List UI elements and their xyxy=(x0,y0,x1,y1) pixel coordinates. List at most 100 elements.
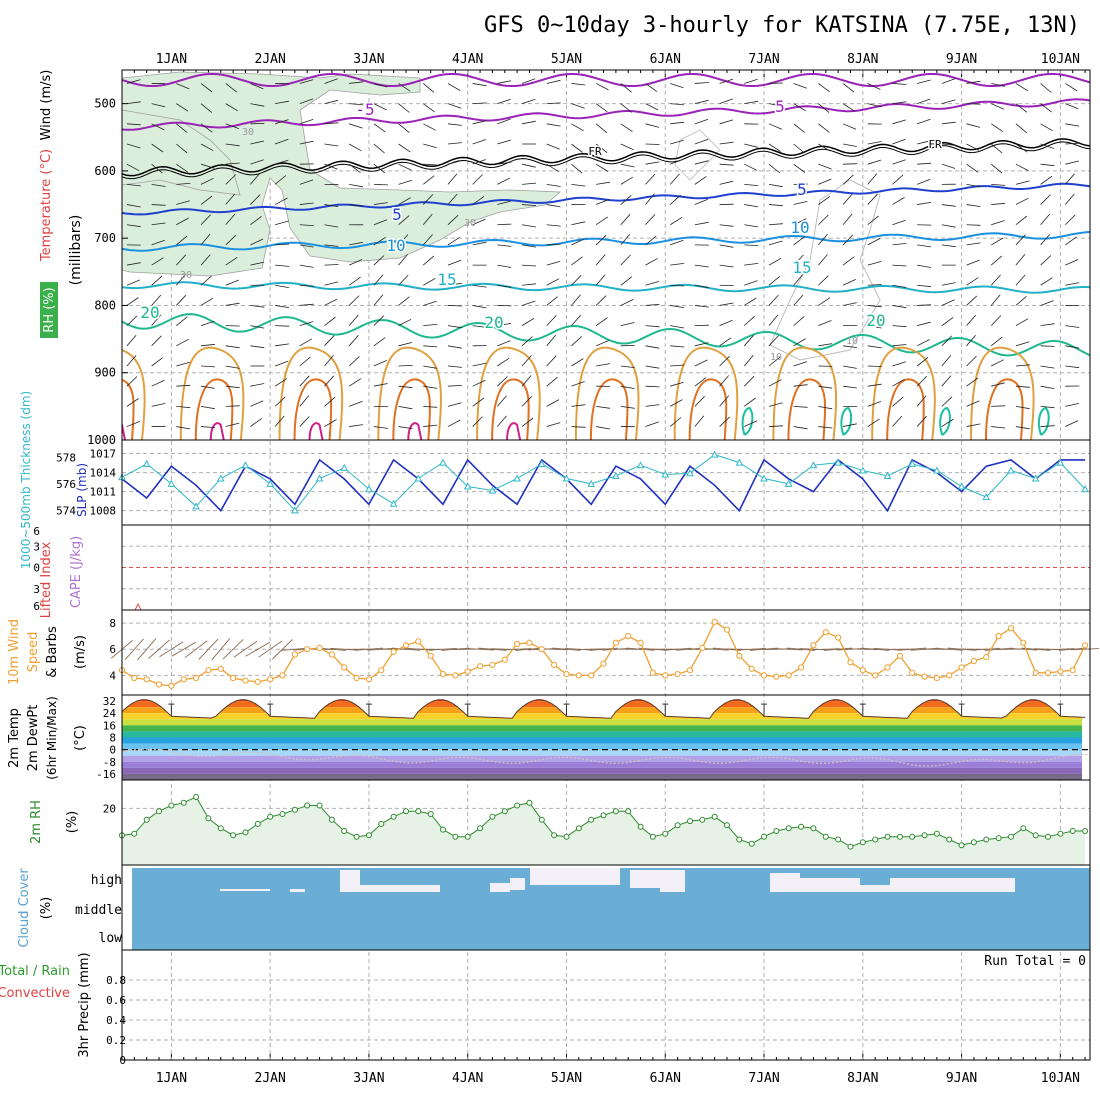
rh2m-marker xyxy=(217,825,224,832)
rh2m-marker xyxy=(983,836,990,843)
wind10m-barb xyxy=(515,647,544,651)
rh2m-marker xyxy=(501,808,508,815)
wind10m-barb xyxy=(1058,647,1087,651)
wind10m-marker xyxy=(1007,625,1015,632)
isotherm-25 xyxy=(377,346,442,440)
wind-barb xyxy=(250,194,261,205)
wind-barb xyxy=(1065,142,1080,145)
wind-barb xyxy=(768,425,784,427)
wind-barb xyxy=(892,174,904,185)
wind-barb xyxy=(768,379,782,387)
wind-barb xyxy=(571,256,583,266)
wind10m-marker xyxy=(637,639,644,646)
wind10m-barb xyxy=(861,647,890,651)
wind10m-barb xyxy=(171,641,197,657)
x-tick-label-top: 9JAN xyxy=(946,52,977,67)
wind-barb xyxy=(497,98,511,105)
rh2m-marker xyxy=(242,829,249,836)
wind-barb xyxy=(990,163,1003,174)
wind-barb xyxy=(324,355,334,367)
wind-barb xyxy=(596,405,611,409)
wind-barb xyxy=(373,163,386,174)
wind-barb xyxy=(126,101,141,105)
thickness-marker xyxy=(661,470,670,478)
wind-barb xyxy=(1040,234,1051,246)
wind-barb xyxy=(176,316,188,326)
wind-barb xyxy=(497,264,512,268)
wind-barb xyxy=(275,343,290,347)
li-tick-label: 0 xyxy=(33,562,40,575)
wind-barb xyxy=(373,123,386,133)
thickness-marker xyxy=(908,459,917,467)
thickness-marker xyxy=(513,474,521,482)
wind-barb xyxy=(176,163,189,173)
wind10m-marker xyxy=(588,672,595,679)
wind-barb xyxy=(966,183,981,188)
wind10m-barb xyxy=(577,648,606,651)
wind-barb xyxy=(991,237,1004,246)
wind-barb xyxy=(250,215,262,226)
y-label-rh: RH (%) xyxy=(42,287,57,332)
wind10m-marker xyxy=(1032,669,1039,676)
rh2m-marker xyxy=(649,833,656,840)
rh2m-marker xyxy=(205,815,212,822)
wind-barb xyxy=(546,183,561,187)
wind-barb xyxy=(324,396,336,407)
wind-barb xyxy=(842,193,853,205)
wind10m-marker xyxy=(612,639,620,646)
panel-frames xyxy=(121,69,1091,1061)
wind-barb xyxy=(917,79,931,84)
rh2m-marker xyxy=(526,799,533,806)
rh2m-marker xyxy=(674,822,681,829)
x-tick-label-bottom: 6JAN xyxy=(650,1071,681,1086)
wind-barb xyxy=(818,196,831,205)
temp-tick-label: -16 xyxy=(96,768,116,781)
wind-barb xyxy=(447,325,462,329)
wind10m-barb xyxy=(552,647,581,651)
wind-barb xyxy=(670,159,684,165)
wind-barb xyxy=(843,385,857,389)
wind-barb xyxy=(299,140,314,145)
wind-barb xyxy=(299,224,314,226)
wind-barb xyxy=(348,356,360,367)
wind-barb xyxy=(1040,123,1053,132)
wind-barb xyxy=(669,173,680,185)
wind10m-marker xyxy=(155,681,163,688)
rh2m-marker xyxy=(600,812,607,819)
wind-barb xyxy=(694,264,709,268)
wind-barb xyxy=(546,355,557,367)
wind-barb xyxy=(398,274,409,286)
wind-barb xyxy=(990,143,1003,154)
wind10m-marker xyxy=(847,659,854,666)
wind-barb xyxy=(793,254,804,266)
wind-barb xyxy=(176,294,187,306)
dewpoint-contour xyxy=(741,406,754,436)
cloud-gap xyxy=(490,883,510,892)
wind-barb xyxy=(250,418,263,427)
wind-barb xyxy=(916,356,929,367)
wind-barb xyxy=(768,402,783,407)
wind-barb xyxy=(645,173,656,185)
wind-barb xyxy=(1040,405,1055,409)
x-tick-label-top: 2JAN xyxy=(255,52,286,67)
wind-barb xyxy=(719,302,734,306)
rh-label: 10 xyxy=(770,352,782,363)
wind10m-marker xyxy=(649,669,657,676)
wind-barb xyxy=(917,304,932,306)
wind10m-marker xyxy=(390,648,397,655)
temp-tick-label: 32 xyxy=(103,695,116,708)
wind-barb xyxy=(768,123,783,130)
chart-title: GFS 0~10day 3-hourly for KATSINA (7.75E,… xyxy=(484,13,1080,38)
wind-barb xyxy=(522,204,537,206)
wind-barb xyxy=(373,294,384,306)
wind-barb xyxy=(744,397,756,407)
wind-barb xyxy=(324,264,339,266)
wind-barb xyxy=(1015,364,1030,367)
wind-barb xyxy=(447,160,462,165)
wind10m-marker xyxy=(242,677,249,684)
wind-barb xyxy=(645,404,660,407)
wind-barb xyxy=(373,274,384,286)
wind-barb xyxy=(966,423,981,427)
wind-barb xyxy=(497,415,507,427)
